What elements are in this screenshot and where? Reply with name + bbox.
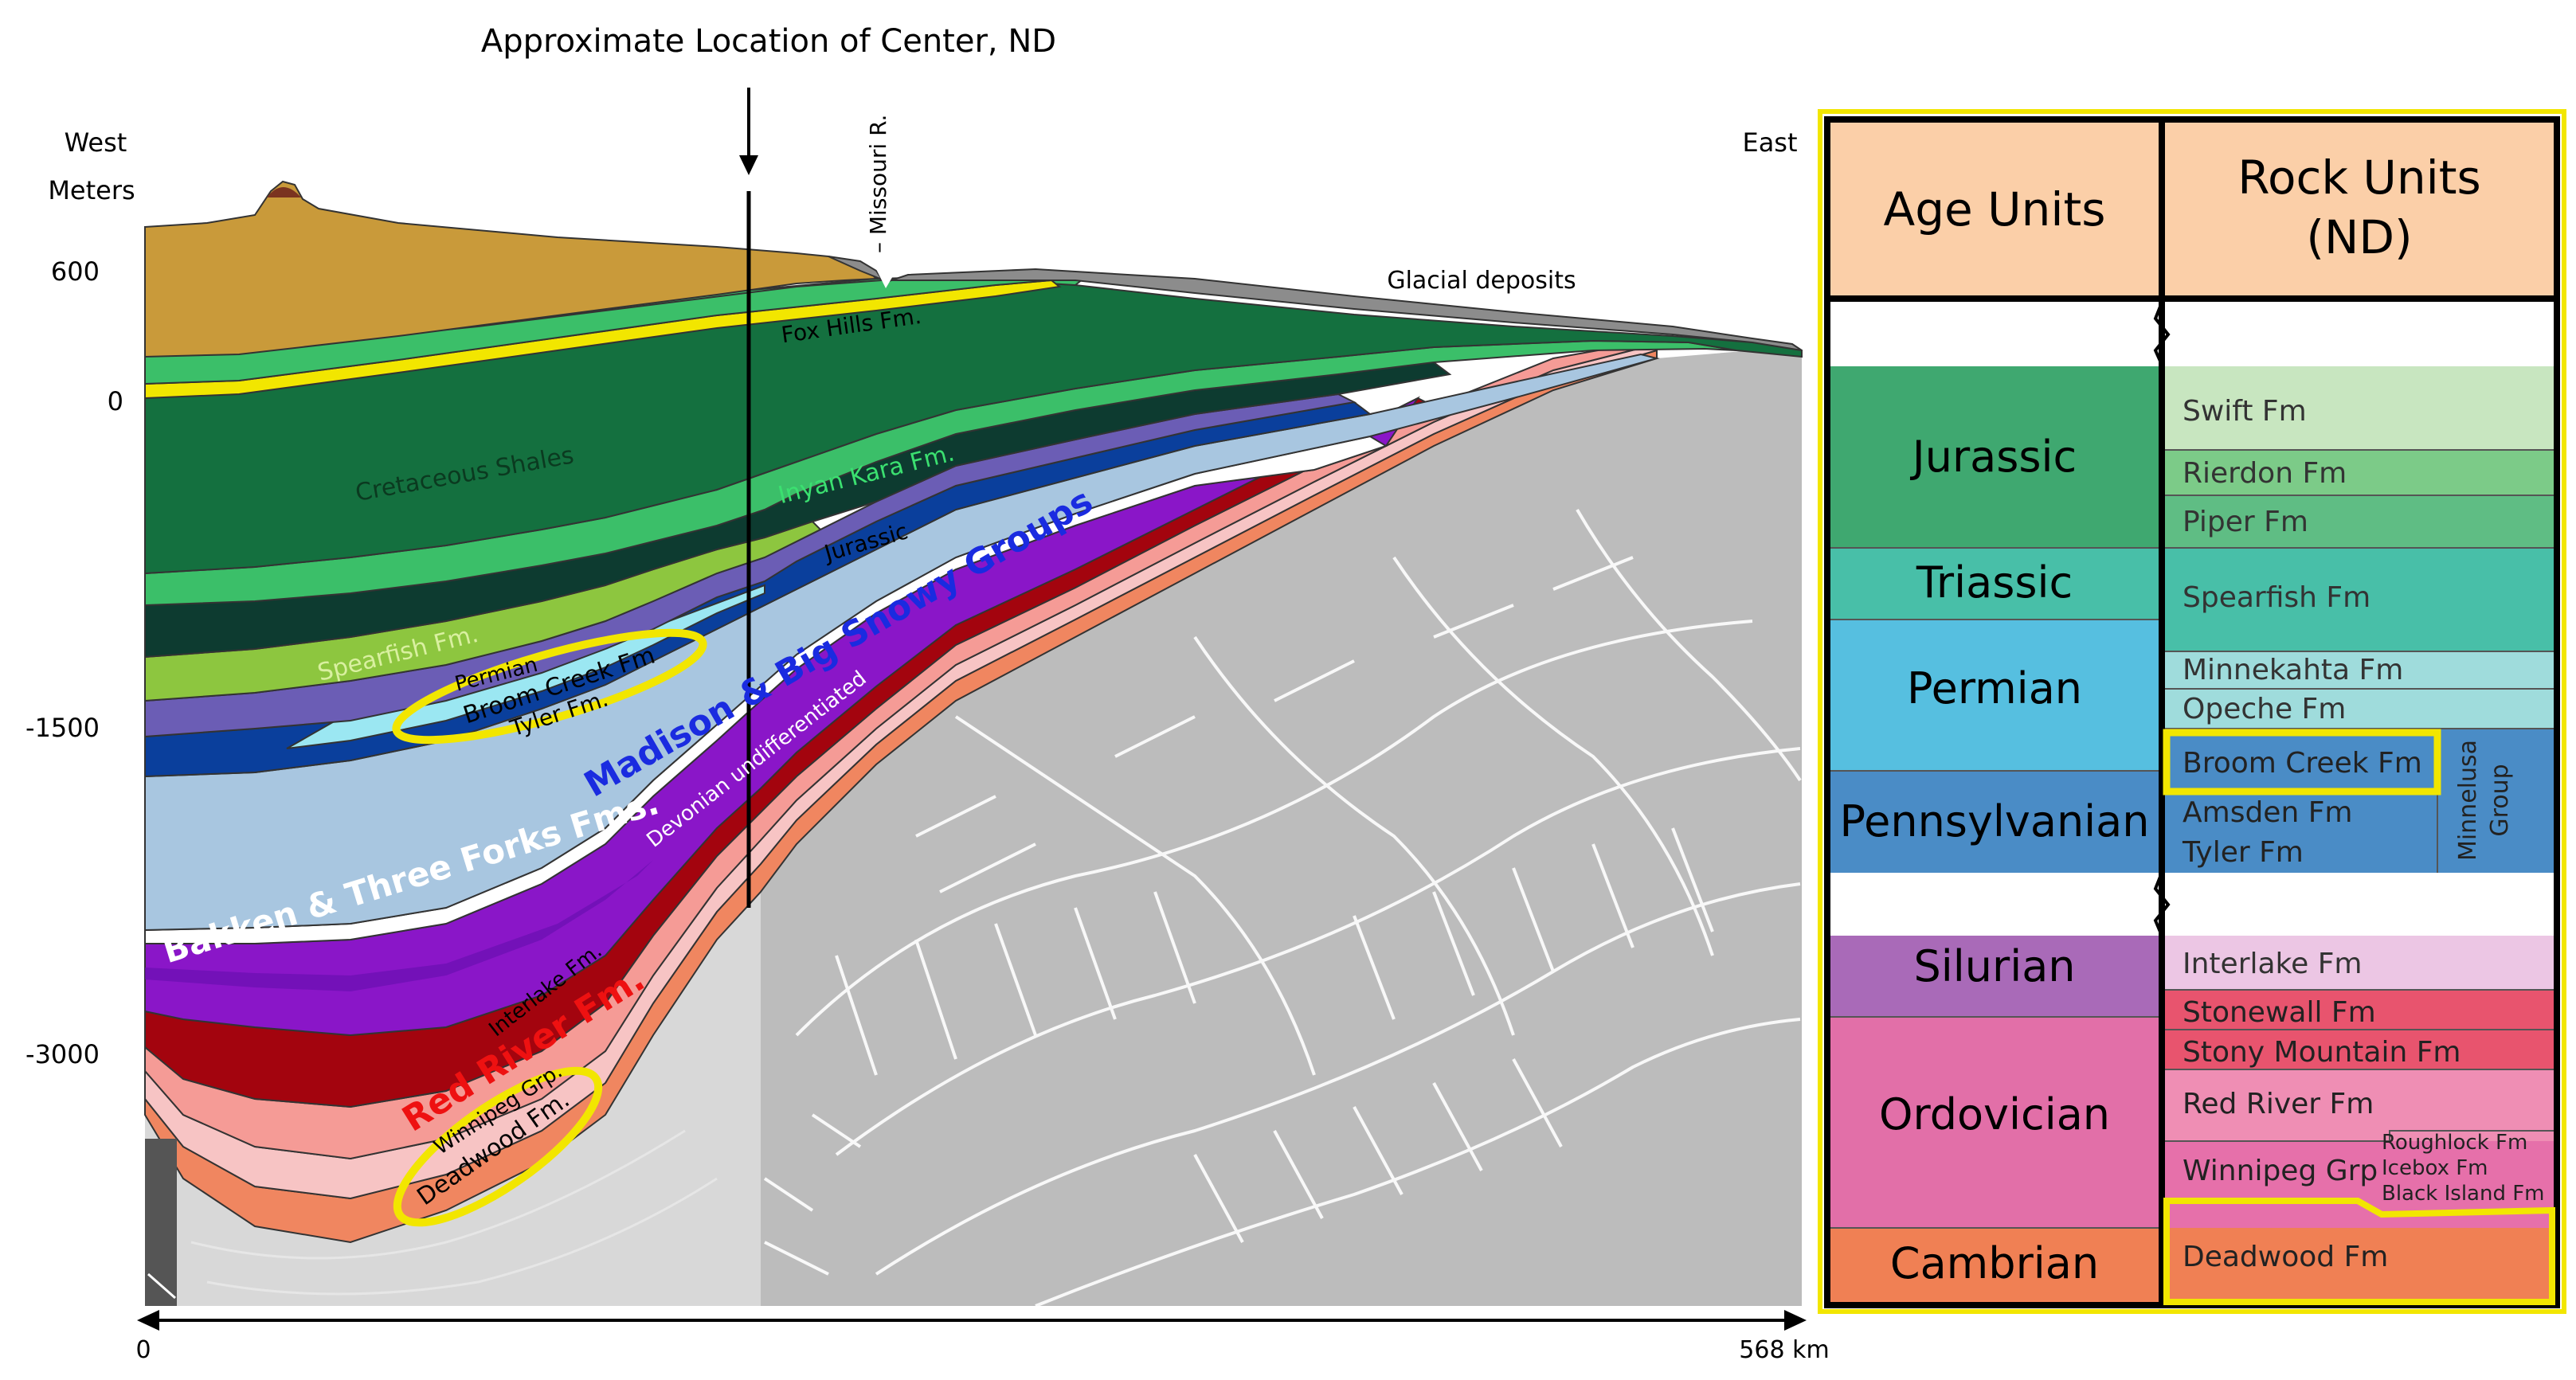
age-triassic-text: Triassic [1916, 557, 2073, 608]
rock-opeche: Opeche Fm [2183, 693, 2346, 725]
rock-rierdon: Rierdon Fm [2183, 457, 2347, 490]
age-ordovician [1830, 1017, 2162, 1228]
rock-winnipeg: Winnipeg Grp [2183, 1155, 2378, 1187]
layer-surface [144, 180, 879, 358]
basement-west-contours [190, 1129, 718, 1296]
missouri-notch [876, 269, 896, 288]
depth-tick-minus3000: -3000 [25, 1039, 100, 1069]
rock-stonewall: Stonewall Fm [2183, 996, 2376, 1029]
broom-creek-highlight [2163, 729, 2441, 796]
rock-swift: Swift Fm [2183, 395, 2307, 428]
header-age-cell [1824, 116, 2165, 302]
rock-icebox: Icebox Fm [2382, 1156, 2488, 1180]
depth-tick-0: 0 [108, 386, 123, 416]
depth-tick-600: 600 [51, 256, 100, 287]
deadwood-highlight [2163, 1198, 2555, 1305]
west-label: West [65, 127, 127, 158]
break-mark-mid [2153, 872, 2171, 936]
age-ordovician-text: Ordovician [1879, 1089, 2110, 1140]
highlight-broom-creek [392, 628, 707, 745]
scale-end-label: 568 km [1739, 1336, 1829, 1364]
rock-red-river: Red River Fm [2183, 1088, 2374, 1120]
glacial-label: Glacial deposits [1387, 267, 1576, 295]
depth-tick-minus1500: -1500 [25, 713, 100, 743]
meters-label: Meters [48, 175, 135, 205]
rock-interlake: Interlake Fm [2183, 948, 2363, 980]
scale-bar [137, 1310, 1807, 1331]
age-triassic [1830, 548, 2162, 620]
rock-tyler: Tyler Fm [2182, 836, 2304, 869]
rock-roughlock: Roughlock Fm [2382, 1131, 2527, 1155]
scale-start-label: 0 [135, 1336, 151, 1364]
age-silurian-text: Silurian [1913, 941, 2075, 991]
age-cambrian-text: Cambrian [1890, 1238, 2099, 1288]
layer-glacial [828, 256, 1803, 351]
left-edge-stripe [145, 1139, 177, 1306]
east-label: East [1742, 127, 1797, 158]
rock-broom-creek: Broom Creek Fm [2183, 747, 2422, 780]
missouri-label: – Missouri R. [865, 115, 891, 253]
rock-minnelusa-1: Minnelusa [2454, 740, 2482, 861]
rock-black-island: Black Island Fm [2382, 1182, 2545, 1206]
header-age-text: Age Units [1884, 182, 2106, 237]
age-cambrian [1830, 1228, 2162, 1302]
basement-west [145, 892, 761, 1306]
rock-stony-mountain: Stony Mountain Fm [2183, 1036, 2461, 1069]
hill-top [267, 187, 301, 197]
cross-section [144, 180, 1803, 1308]
rock-minnelusa-2: Group [2486, 764, 2514, 836]
rock-amsden: Amsden Fm [2183, 796, 2353, 829]
layer-devonian-inner [145, 860, 653, 991]
rock-minnekahta: Minnekahta Fm [2183, 654, 2403, 686]
age-jurassic-text: Jurassic [1910, 432, 2077, 482]
age-silurian [1830, 936, 2162, 1017]
highlight-deadwood [393, 1066, 603, 1227]
top-label: Approximate Location of Center, ND [481, 23, 1056, 60]
strat-column: Age Units Rock Units (ND) Jurassic Trias… [1818, 109, 2566, 1314]
header-rock-cell [2159, 116, 2560, 302]
age-pennsylvanian-text: Pennsylvanian [1840, 796, 2150, 846]
age-pennsylvanian [1830, 771, 2162, 873]
age-permian [1830, 620, 2162, 771]
basement-east [761, 350, 1802, 1306]
rock-piper: Piper Fm [2183, 506, 2308, 538]
rock-spearfish: Spearfish Fm [2183, 581, 2370, 614]
center-location-marker [739, 88, 758, 908]
age-jurassic [1830, 366, 2162, 548]
basement-faults [763, 508, 1802, 1308]
break-mark-top [2153, 302, 2171, 366]
header-rock-text-1: Rock Units [2237, 151, 2480, 205]
age-permian-text: Permian [1907, 663, 2082, 713]
rock-deadwood: Deadwood Fm [2183, 1241, 2388, 1273]
header-rock-text-2: (ND) [2306, 210, 2412, 264]
